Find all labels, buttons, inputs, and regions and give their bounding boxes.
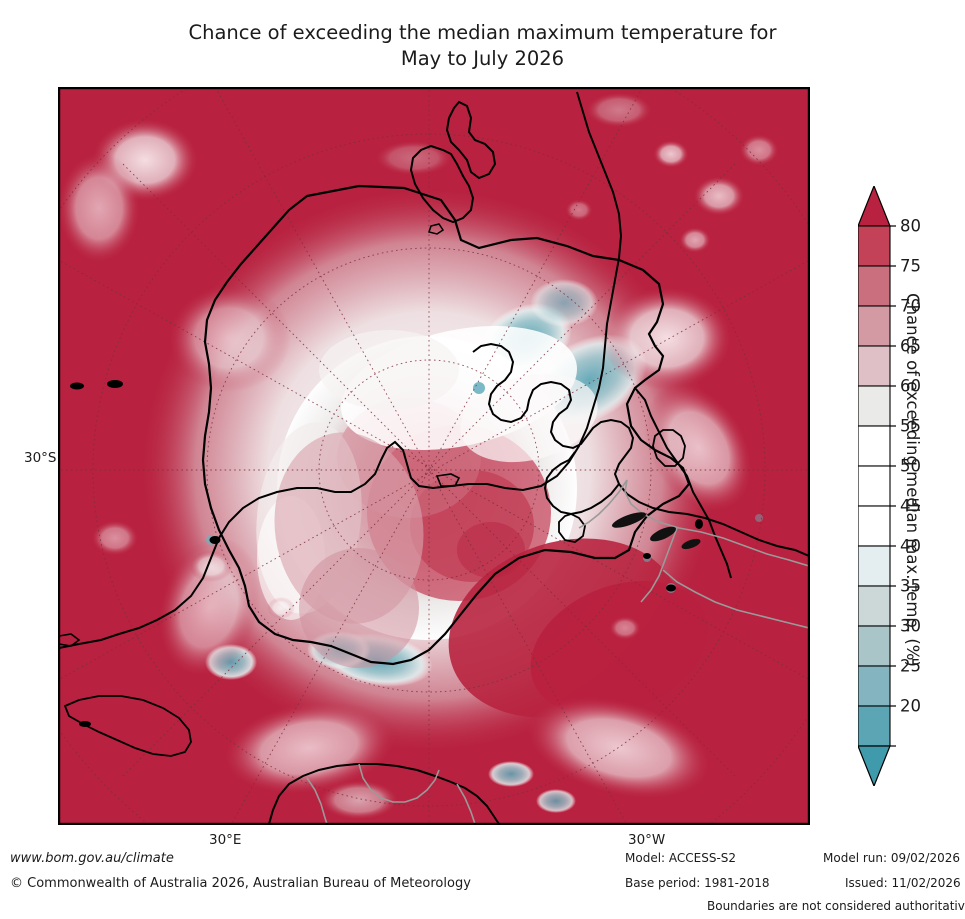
colorbar-tick-80: 80	[900, 216, 921, 236]
south-america-coastline	[472, 342, 809, 557]
footer-copyright: © Commonwealth of Australia 2026, Austra…	[10, 876, 471, 891]
colorbar-tick-65: 65	[900, 336, 921, 356]
colorbar-tick-40: 40	[900, 536, 921, 556]
colorbar-axis-label-text: Chance of exceeding median max. temp. (%…	[903, 293, 922, 667]
southern-island-arc	[611, 512, 701, 550]
country-borders-south-america	[578, 479, 809, 629]
tierra-del-fuego	[558, 513, 586, 543]
graticule	[59, 88, 809, 824]
axis-label-30w: 30°W	[628, 832, 666, 848]
colorbar-tick-70: 70	[900, 296, 921, 316]
footer-issued: Issued: 11/02/2026	[845, 876, 961, 890]
colorbar-tick-labels: 80 75 70 65 60 55 50 45 40 35 30 25 20	[894, 186, 944, 786]
tasmania-coastline	[652, 429, 686, 467]
colorbar-tick-60: 60	[900, 376, 921, 396]
colorbar-tick-55: 55	[900, 416, 921, 436]
country-borders-africa	[306, 763, 476, 824]
colorbar-axis-label: Chance of exceeding median max. temp. (%…	[903, 0, 933, 667]
kangaroo-island	[435, 473, 461, 487]
small-islands	[70, 380, 703, 727]
colorbar-tick-20: 20	[900, 696, 921, 716]
footer-model-run: Model run: 09/02/2026	[823, 851, 961, 865]
footer-model: Model: ACCESS-S2	[625, 851, 737, 865]
patagonia-south-coastline	[543, 451, 620, 516]
colorbar-tick-35: 35	[900, 576, 921, 596]
australia-coastline	[59, 91, 623, 649]
colorbar-tick-30: 30	[900, 616, 921, 636]
axis-label-30s: 30°S	[24, 450, 57, 466]
colorbar[interactable]: 80 75 70 65 60 55 50 45 40 35 30 25 20	[858, 186, 921, 786]
footer-boundaries-note: Boundaries are not considered authoritat…	[707, 899, 965, 913]
colorbar-tick-75: 75	[900, 256, 921, 276]
antarctica-coastline	[201, 184, 691, 666]
footer-base-period: Base period: 1981-2018	[625, 876, 770, 890]
colorbar-tick-50: 50	[900, 456, 921, 476]
colorbar-swatches	[858, 186, 896, 786]
axis-label-30e: 30°E	[209, 832, 242, 848]
page-title: Chance of exceeding the median maximum t…	[188, 21, 777, 70]
southern-africa-coastline	[268, 763, 500, 824]
colorbar-tick-45: 45	[900, 496, 921, 516]
new-zealand-south-island	[409, 144, 475, 224]
map-panel[interactable]	[58, 87, 810, 825]
map-canvas	[59, 88, 809, 824]
madagascar-coastline	[63, 695, 192, 757]
colorbar-tick-25: 25	[900, 656, 921, 676]
southwest-cape	[59, 633, 81, 647]
new-zealand-north-island	[445, 100, 497, 180]
antarctic-peninsula-coastline	[634, 387, 732, 579]
stewart-island	[428, 223, 445, 235]
footer-url[interactable]: www.bom.gov.au/climate	[10, 851, 174, 866]
